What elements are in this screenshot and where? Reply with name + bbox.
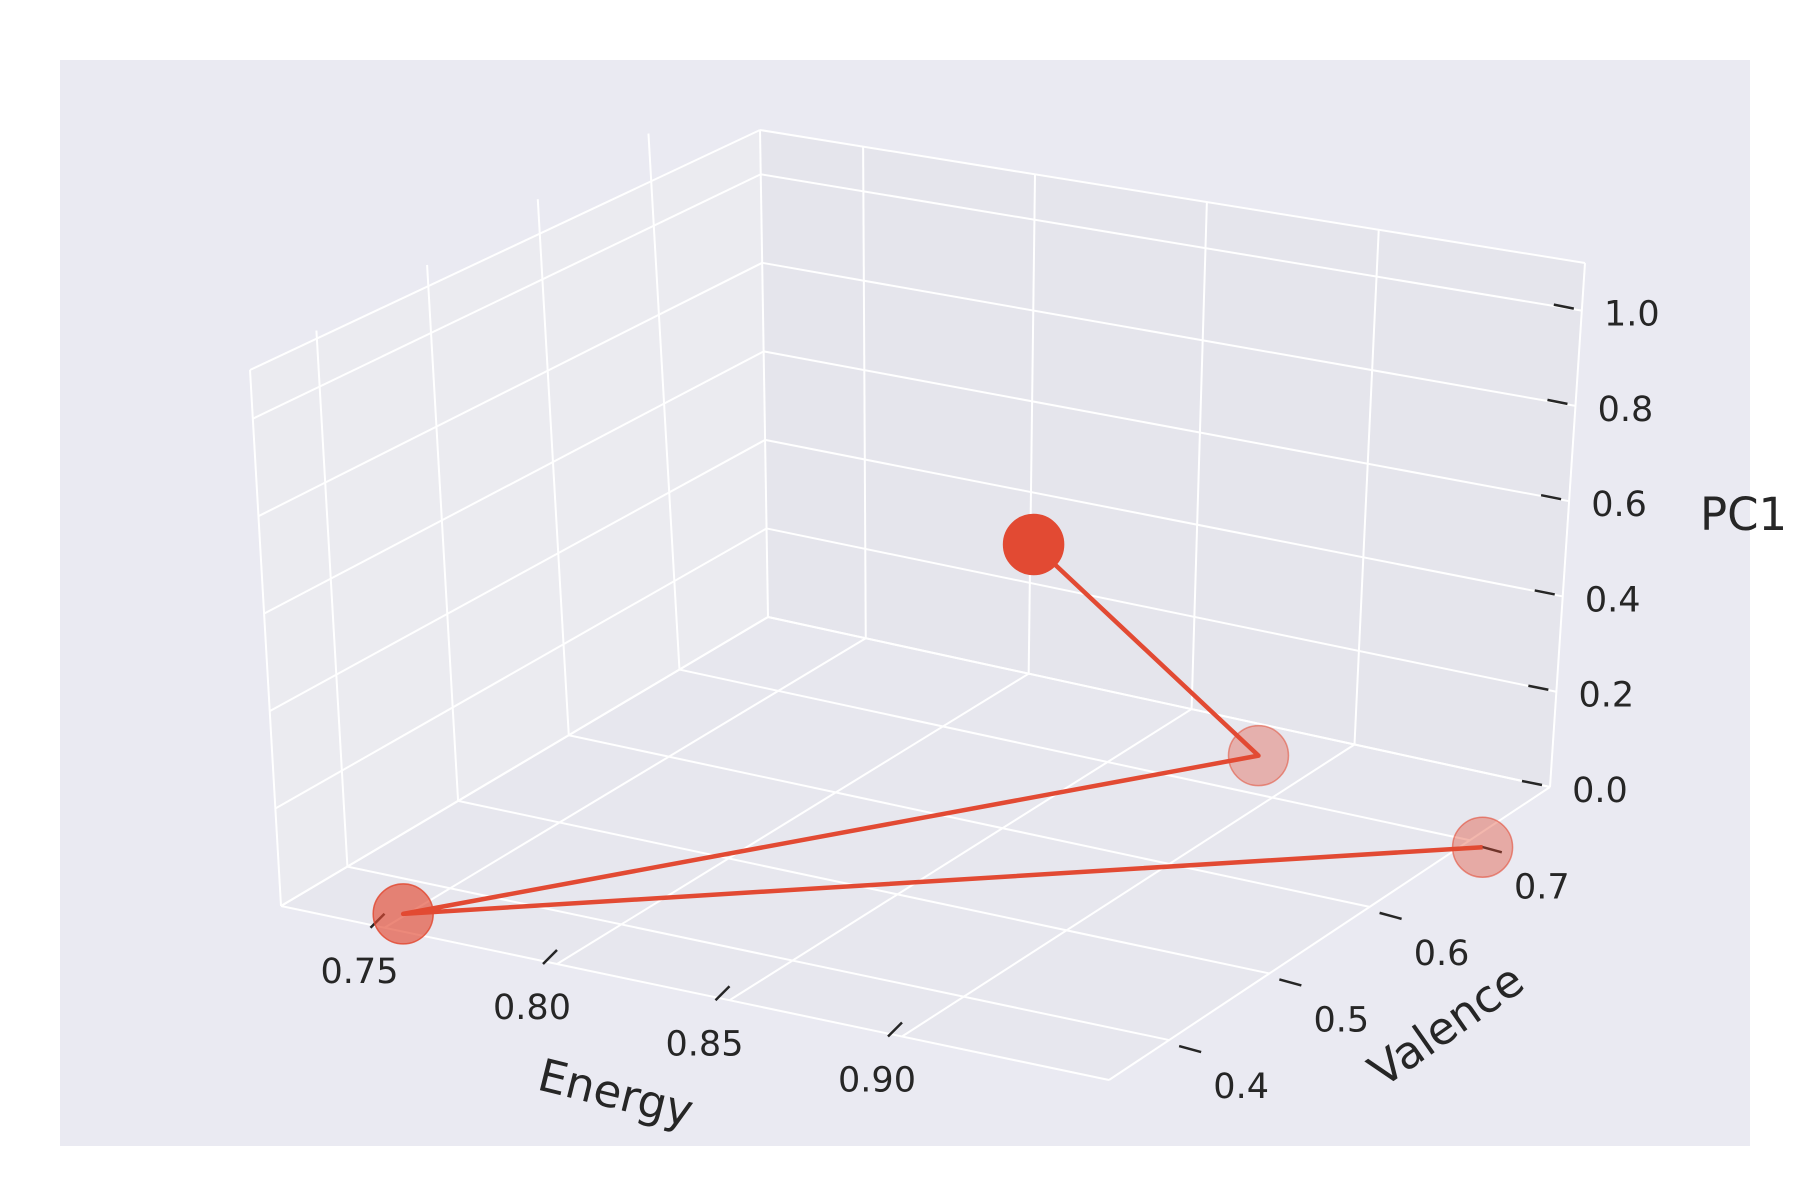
z-gridline-back bbox=[763, 350, 1570, 503]
x-gridline-floor bbox=[728, 708, 1193, 1002]
data-point bbox=[1002, 513, 1065, 576]
y-tick-mark bbox=[1178, 1044, 1202, 1054]
data-point bbox=[372, 883, 434, 945]
z-tick-mark bbox=[1534, 589, 1555, 596]
pane-edge bbox=[759, 129, 1586, 264]
z-tick-mark bbox=[1553, 303, 1575, 310]
x-tick-label: 0.90 bbox=[838, 1061, 916, 1101]
pane-edge bbox=[759, 129, 769, 618]
y-gridline-left bbox=[315, 330, 349, 867]
z-tick-label: 0.0 bbox=[1572, 771, 1628, 811]
z-gridline-left bbox=[258, 261, 763, 518]
x-gridline-floor bbox=[383, 637, 867, 929]
y-gridline-floor bbox=[568, 734, 1370, 908]
y-gridline-floor bbox=[679, 668, 1471, 842]
x-gridline-floor bbox=[556, 672, 1030, 965]
z-tick-mark bbox=[1521, 779, 1543, 787]
pane-edge bbox=[767, 616, 1551, 788]
z-tick-label: 0.8 bbox=[1598, 390, 1654, 430]
x-gridline-floor bbox=[901, 743, 1356, 1038]
pane-edge bbox=[249, 129, 761, 371]
x-gridline-back bbox=[862, 146, 867, 639]
x-gridline-back bbox=[1353, 229, 1380, 745]
y-tick-label: 0.6 bbox=[1414, 934, 1470, 974]
z-tick-mark bbox=[1540, 493, 1562, 501]
z-tick-label: 0.6 bbox=[1591, 485, 1647, 525]
z-tick-label: 0.4 bbox=[1585, 580, 1641, 620]
data-point bbox=[1227, 724, 1290, 787]
x-tick-mark bbox=[542, 949, 558, 965]
x-tick-label: 0.75 bbox=[321, 952, 399, 992]
z-tick-mark bbox=[1547, 398, 1568, 406]
y-gridline-floor bbox=[347, 865, 1170, 1042]
pane-edge bbox=[1108, 786, 1551, 1081]
z-axis-title: PC1 bbox=[1700, 488, 1787, 541]
tick-labels: 0.75 0.80 0.85 0.90 0.4 0.5 0.6 0.7 0.0 0.2 0.4 0.6… bbox=[321, 295, 1660, 1107]
z-gridline-back bbox=[764, 438, 1563, 598]
x-tick-mark bbox=[714, 985, 731, 1002]
pane-edge bbox=[1549, 262, 1586, 788]
z-gridline-left bbox=[263, 350, 765, 615]
pane-edge bbox=[280, 616, 769, 907]
data-point bbox=[1451, 816, 1514, 878]
y-tick-label: 0.5 bbox=[1314, 1000, 1370, 1040]
y-gridline-left bbox=[536, 199, 570, 736]
x-tick-mark bbox=[887, 1021, 903, 1038]
z-gridline-back bbox=[762, 261, 1576, 407]
y-tick-mark bbox=[1479, 845, 1503, 854]
pane-edge bbox=[249, 369, 282, 907]
x-gridline-back bbox=[1027, 174, 1036, 674]
y-tick-mark bbox=[1379, 911, 1402, 921]
z-gridline-left bbox=[269, 439, 766, 712]
x-gridline-back bbox=[1190, 202, 1208, 710]
z-gridline-left bbox=[274, 527, 768, 810]
z-gridline-back bbox=[766, 527, 1557, 693]
y-tick-label: 0.7 bbox=[1514, 867, 1570, 907]
x-tick-label: 0.80 bbox=[493, 988, 571, 1028]
z-tick-label: 1.0 bbox=[1604, 295, 1660, 335]
y-tick-mark bbox=[1279, 978, 1302, 987]
back-pane bbox=[760, 130, 1585, 787]
series-layer bbox=[372, 513, 1514, 945]
z-gridline-back bbox=[760, 173, 1582, 312]
grid-lines bbox=[249, 129, 1586, 1081]
z-tick-label: 0.2 bbox=[1579, 676, 1635, 716]
z-gridline-left bbox=[252, 173, 762, 420]
x-tick-label: 0.85 bbox=[666, 1024, 744, 1064]
z-tick-mark bbox=[1528, 684, 1549, 691]
tick-marks bbox=[369, 303, 1575, 1054]
y-gridline-left bbox=[426, 264, 460, 801]
y-tick-label: 0.4 bbox=[1213, 1067, 1269, 1107]
series-line bbox=[400, 542, 1483, 917]
